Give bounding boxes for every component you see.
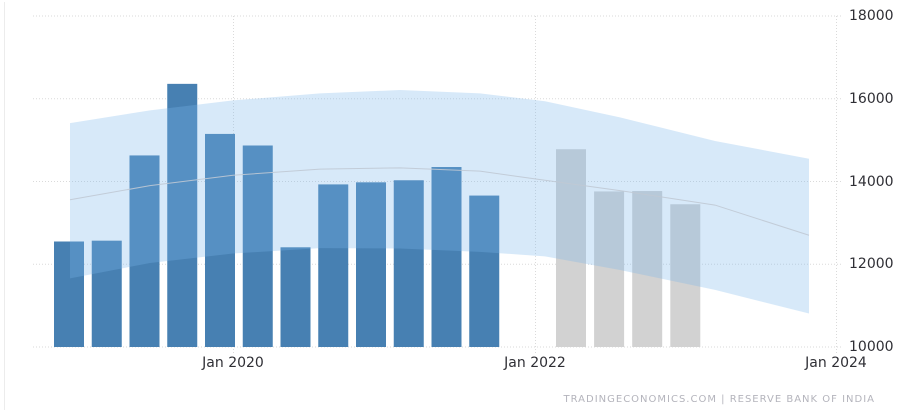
bar-actual-12[interactable] [469, 195, 500, 347]
bar-actual-1[interactable] [54, 241, 84, 347]
bar-actual-9[interactable] [356, 182, 386, 347]
chart-attribution: TRADINGECONOMICS.COM | RESERVE BANK OF I… [563, 394, 875, 405]
y-axis-label-18000: 18000 [849, 8, 894, 24]
bar-actual-3[interactable] [129, 155, 160, 347]
x-axis-label-jan-2020: Jan 2020 [202, 355, 264, 371]
y-axis-label-12000: 12000 [849, 256, 894, 273]
bar-actual-2[interactable] [91, 240, 122, 347]
y-axis-label-14000: 14000 [849, 173, 894, 190]
bar-actual-10[interactable] [393, 180, 424, 347]
y-axis-label-10000: 10000 [849, 339, 894, 355]
forecast-band [70, 90, 809, 314]
forecast-median-line [69, 167, 810, 236]
x-axis-label-jan-2022: Jan 2022 [504, 355, 566, 371]
bar-actual-6[interactable] [242, 145, 273, 347]
bar-actual-7[interactable] [280, 247, 311, 347]
y-axis-label-16000: 16000 [849, 90, 894, 107]
bar-actual-8[interactable] [318, 184, 349, 347]
bar-actual-4[interactable] [167, 83, 198, 347]
bar-forecast-4[interactable] [670, 204, 701, 347]
bar-forecast-3[interactable] [632, 191, 663, 347]
bar-forecast-2[interactable] [594, 191, 625, 347]
x-axis-label-jan-2024: Jan 2024 [805, 355, 867, 371]
bar-actual-11[interactable] [431, 167, 462, 347]
bar-actual-5[interactable] [205, 133, 235, 347]
